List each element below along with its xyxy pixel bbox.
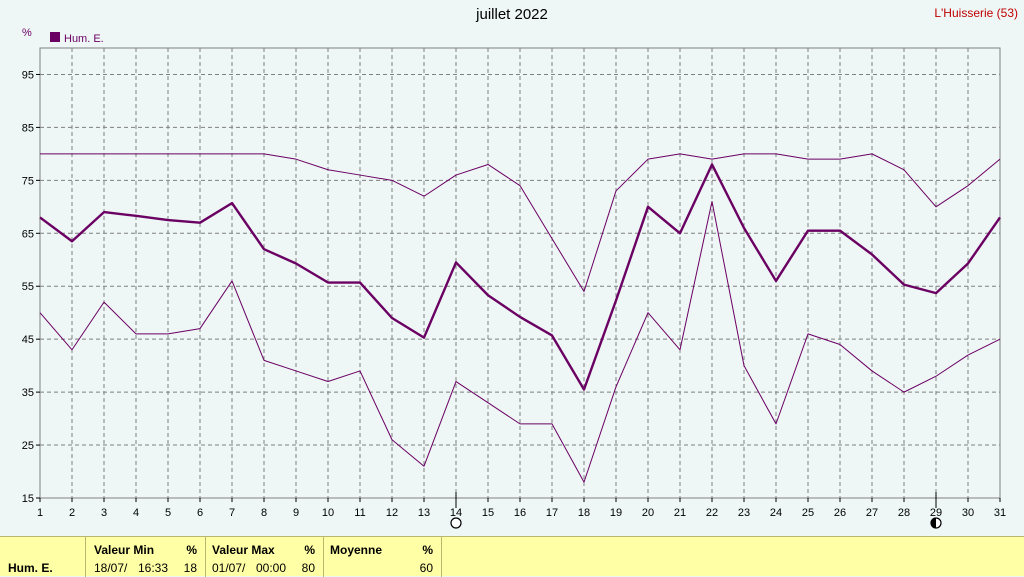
y-tick-label: 45: [22, 334, 34, 346]
x-tick-label: 28: [898, 507, 910, 519]
x-tick-label: 6: [197, 507, 203, 519]
x-tick-label: 7: [229, 507, 235, 519]
series-line-min: [39, 201, 1001, 483]
x-tick-label: 20: [642, 507, 654, 519]
full-moon-icon-shade: [931, 518, 936, 528]
footer-row-label: Hum. E.: [8, 561, 53, 575]
avg-unit: %: [422, 543, 433, 557]
min-unit: %: [186, 543, 197, 557]
x-tick-label: 5: [165, 507, 171, 519]
y-tick-label: 15: [22, 493, 34, 505]
footer-avg-cell: Moyenne % 60: [324, 537, 442, 577]
x-tick-label: 2: [69, 507, 75, 519]
stats-footer: Hum. E. Valeur Min % 18/07/ 16:33 18 Val…: [0, 536, 1024, 577]
x-tick-label: 3: [101, 507, 107, 519]
legend-label: Hum. E.: [64, 33, 104, 45]
y-tick-label: 55: [22, 281, 34, 293]
max-date: 01/07/: [212, 561, 246, 575]
x-tick-label: 1: [37, 507, 43, 519]
x-tick-label: 17: [546, 507, 558, 519]
x-tick-label: 19: [610, 507, 622, 519]
max-value: 80: [301, 561, 315, 575]
chart-title: juillet 2022: [476, 6, 548, 23]
min-date: 18/07/: [94, 561, 128, 575]
avg-value: 60: [419, 561, 433, 575]
max-time: 00:00: [256, 561, 287, 575]
x-tick-label: 4: [133, 507, 139, 519]
series-line-average: [39, 163, 1001, 391]
x-tick-label: 29: [930, 507, 942, 519]
x-tick-label: 26: [834, 507, 846, 519]
x-tick-label: 11: [354, 507, 365, 519]
y-tick-label: 65: [22, 228, 34, 240]
x-tick-label: 8: [261, 507, 267, 519]
avg-label: Moyenne: [330, 543, 383, 557]
min-value: 18: [183, 561, 197, 575]
x-tick-label: 27: [866, 507, 878, 519]
x-tick-label: 23: [738, 507, 750, 519]
x-tick-label: 15: [482, 507, 494, 519]
max-label: Valeur Max: [212, 543, 275, 557]
x-tick-label: 30: [962, 507, 974, 519]
x-tick-label: 13: [418, 507, 430, 519]
y-unit-label: %: [22, 27, 32, 39]
x-tick-label: 22: [706, 507, 718, 519]
x-tick-label: 10: [322, 507, 334, 519]
footer-row-label-cell: Hum. E.: [0, 537, 86, 577]
x-tick-label: 31: [994, 507, 1006, 519]
station-name: L'Huisserie (53): [934, 6, 1018, 20]
x-tick-label: 24: [770, 507, 782, 519]
footer-max-cell: Valeur Max % 01/07/ 00:00 80: [206, 537, 324, 577]
x-tick-label: 12: [386, 507, 398, 519]
new-moon-icon: [450, 517, 462, 529]
min-time: 16:33: [138, 561, 169, 575]
x-tick-label: 18: [578, 507, 590, 519]
series-line-max: [40, 153, 1001, 293]
y-tick-label: 75: [22, 175, 34, 187]
min-label: Valeur Min: [94, 543, 155, 557]
x-tick-label: 14: [450, 507, 462, 519]
x-tick-label: 25: [802, 507, 814, 519]
y-tick-label: 25: [22, 440, 34, 452]
x-tick-label: 16: [514, 507, 526, 519]
legend-swatch: [50, 32, 60, 42]
x-tick-label: 21: [674, 507, 686, 519]
y-tick-label: 85: [22, 122, 34, 134]
footer-min-cell: Valeur Min % 18/07/ 16:33 18: [86, 537, 206, 577]
max-unit: %: [304, 543, 315, 557]
x-tick-label: 9: [293, 507, 299, 519]
y-tick-label: 95: [22, 69, 34, 81]
y-tick-label: 35: [22, 387, 34, 399]
chart-grid: [40, 48, 1000, 498]
